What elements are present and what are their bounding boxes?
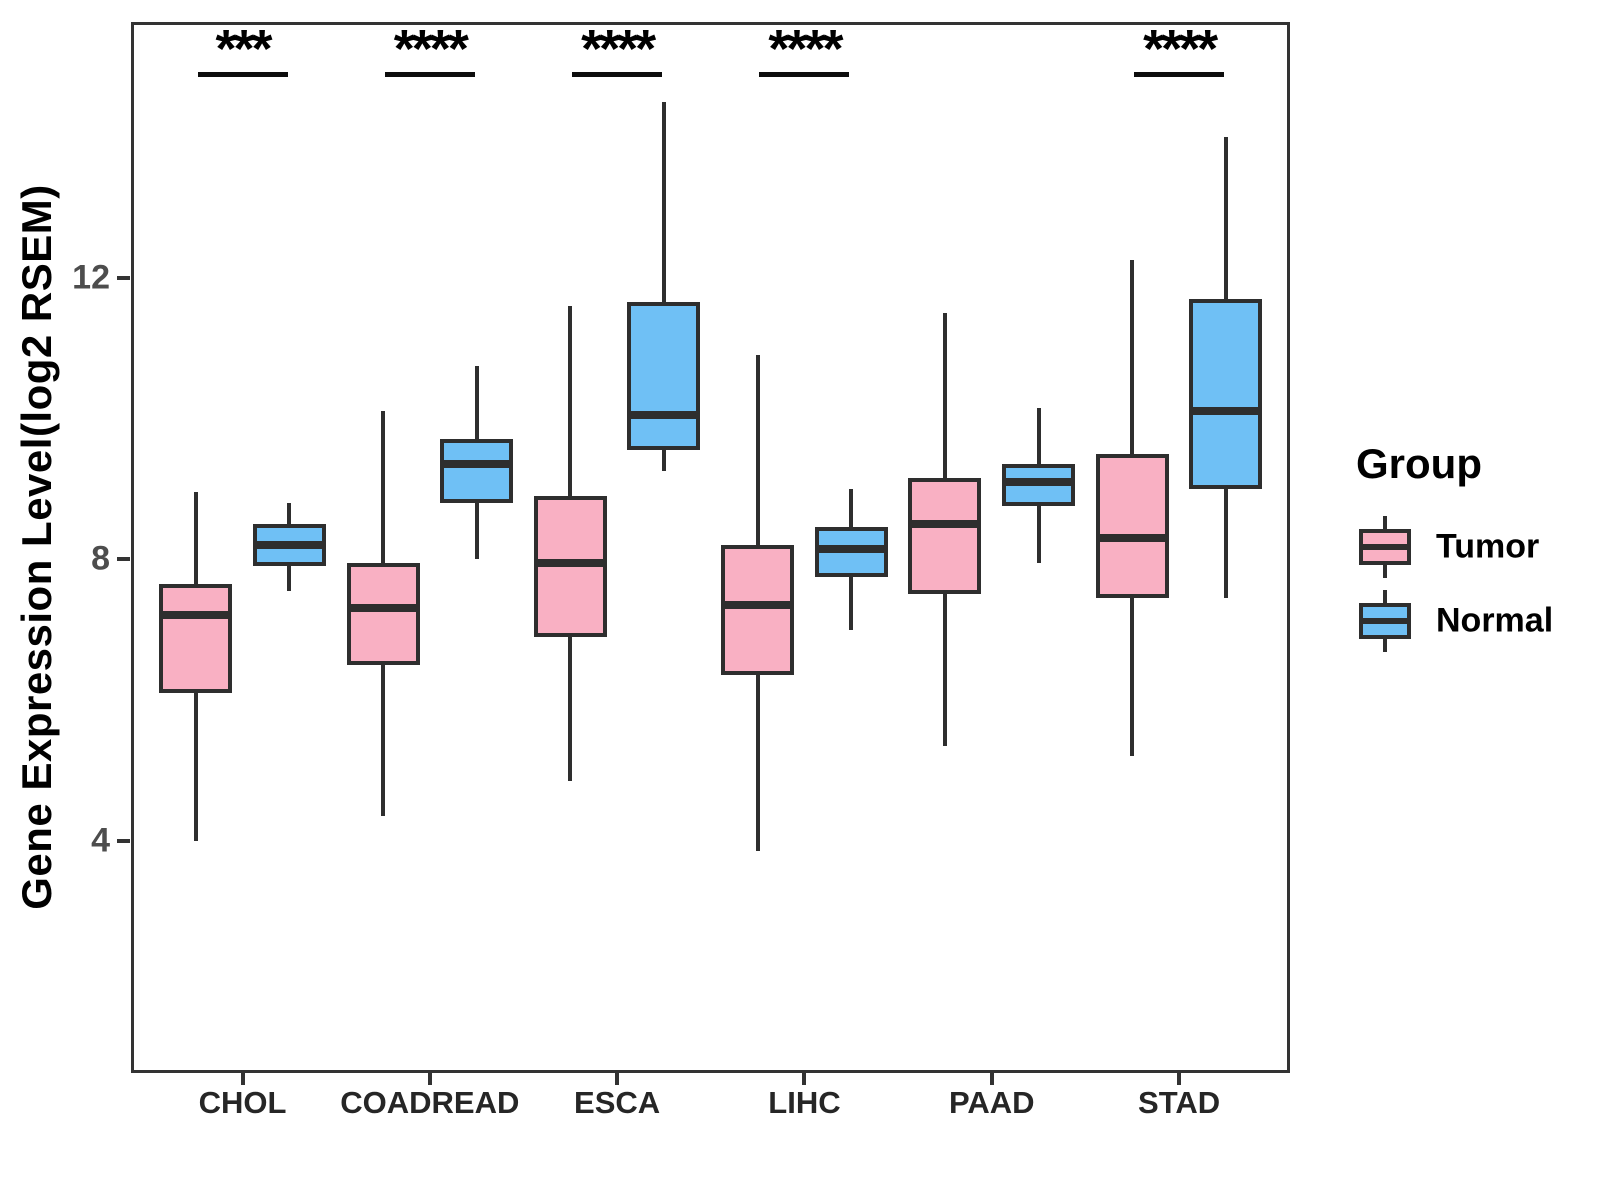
glyph-lower-whisker [1383, 639, 1387, 652]
significance-stars-LIHC: **** [768, 19, 843, 79]
x-tick-label-CHOL: CHOL [198, 1085, 287, 1120]
significance-bar-LIHC [759, 72, 850, 77]
median-normal-PAAD [1002, 477, 1076, 486]
y-axis-tick-12 [117, 275, 130, 280]
legend-label-normal: Normal [1436, 601, 1554, 640]
x-tick-label-PAAD: PAAD [948, 1085, 1035, 1120]
whisker-normal-ESCA [661, 101, 666, 472]
median-tumor-COADREAD [346, 604, 420, 613]
box-normal-COADREAD [440, 439, 514, 503]
x-tick-label-COADREAD: COADREAD [340, 1085, 520, 1120]
median-normal-CHOL [252, 541, 326, 550]
box-tumor-LIHC [721, 545, 795, 676]
x-axis-tick-COADREAD [427, 1073, 432, 1085]
box-normal-ESCA [627, 302, 701, 450]
significance-stars-ESCA: **** [581, 19, 656, 79]
significance-bar-COADREAD [384, 72, 475, 77]
glyph-lower-whisker [1383, 565, 1387, 578]
significance-bar-ESCA [572, 72, 663, 77]
x-axis-tick-CHOL [240, 1073, 245, 1085]
box-normal-STAD [1189, 298, 1263, 489]
legend-key-normal: Normal [1340, 588, 1590, 654]
y-tick-label-8: 8 [91, 539, 110, 578]
significance-stars-COADREAD: **** [393, 19, 469, 79]
y-axis-tick-8 [117, 557, 130, 562]
box-tumor-COADREAD [346, 562, 420, 665]
glyph-median [1359, 544, 1411, 550]
median-normal-STAD [1189, 407, 1263, 416]
median-tumor-PAAD [908, 519, 982, 528]
median-normal-ESCA [627, 410, 701, 419]
significance-bar-CHOL [197, 72, 288, 77]
significance-stars-CHOL: *** [215, 19, 272, 79]
y-tick-label-4: 4 [91, 821, 110, 860]
median-tumor-LIHC [721, 600, 795, 609]
y-tick-label-12: 12 [72, 258, 110, 297]
x-axis-tick-PAAD [989, 1073, 994, 1085]
significance-stars-STAD: **** [1143, 19, 1218, 79]
median-normal-COADREAD [440, 460, 514, 469]
box-tumor-PAAD [908, 478, 982, 595]
x-tick-label-LIHC: LIHC [768, 1085, 841, 1120]
median-tumor-CHOL [159, 611, 233, 620]
median-tumor-ESCA [533, 558, 607, 567]
glyph-upper-whisker [1383, 590, 1387, 603]
tumor-boxplot-icon [1354, 516, 1416, 578]
y-axis-tick-4 [117, 838, 130, 843]
glyph-upper-whisker [1383, 516, 1387, 529]
box-tumor-STAD [1095, 453, 1169, 598]
legend-label-tumor: Tumor [1436, 527, 1540, 566]
median-normal-LIHC [814, 544, 888, 553]
x-axis-tick-LIHC [802, 1073, 807, 1085]
legend-title: Group [1356, 440, 1482, 487]
glyph-median [1359, 618, 1411, 624]
legend-key-tumor: Tumor [1340, 514, 1590, 580]
x-axis-tick-ESCA [615, 1073, 620, 1085]
significance-bar-STAD [1134, 72, 1225, 77]
legend: Group Tumor Normal [1340, 440, 1590, 662]
x-tick-label-STAD: STAD [1138, 1085, 1221, 1120]
x-tick-label-ESCA: ESCA [574, 1085, 661, 1120]
box-tumor-CHOL [159, 583, 233, 693]
x-axis-tick-STAD [1177, 1073, 1182, 1085]
normal-boxplot-icon [1354, 590, 1416, 652]
median-tumor-STAD [1095, 533, 1169, 542]
